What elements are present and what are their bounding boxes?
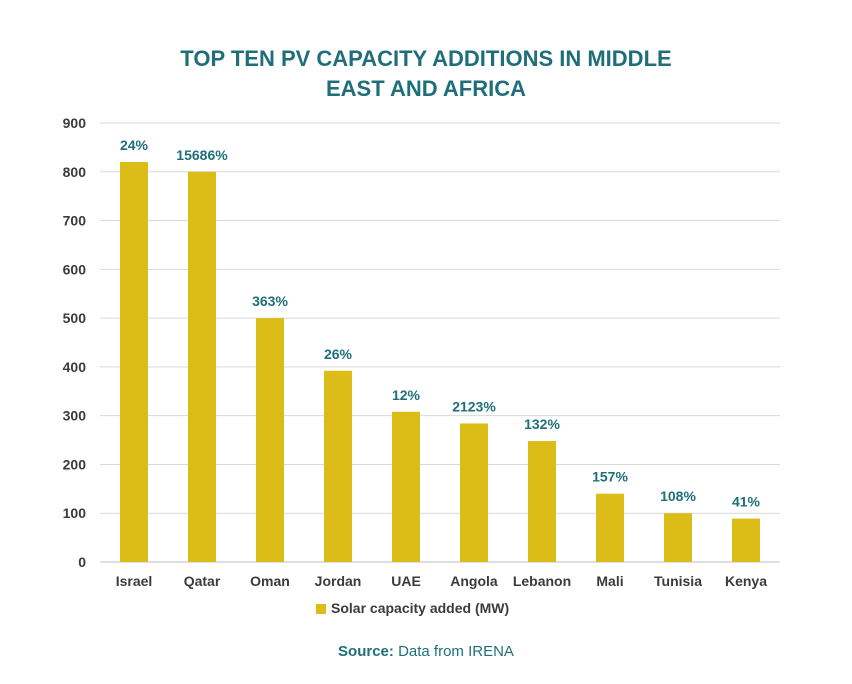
chart-title-line2: EAST AND AFRICA [325, 76, 527, 101]
bar [528, 441, 556, 562]
bar [256, 318, 284, 562]
y-tick-label: 300 [63, 408, 87, 424]
x-tick-label: Kenya [725, 573, 767, 589]
x-tick-label: Mali [596, 573, 623, 589]
data-labels: 24% 15686% 363% 26% 12% 2123% 132% 157% 108% 41% [120, 137, 761, 510]
bar [460, 423, 488, 562]
bar [188, 171, 216, 562]
legend: Solar capacity added (MW) [316, 600, 509, 616]
x-tick-label: UAE [391, 573, 421, 589]
y-tick-label: 800 [63, 164, 87, 180]
y-tick-label: 200 [63, 456, 87, 472]
x-tick-label: Oman [250, 573, 290, 589]
data-label: 108% [660, 488, 696, 504]
data-label: 41% [732, 494, 761, 510]
bar [664, 513, 692, 562]
bar [732, 518, 760, 562]
y-tick-label: 600 [63, 261, 87, 277]
bar [596, 493, 624, 562]
data-label: 157% [592, 469, 628, 485]
y-tick-label: 500 [63, 310, 87, 326]
y-tick-label: 100 [63, 505, 87, 521]
x-tick-label: Qatar [184, 573, 221, 589]
x-tick-label: Jordan [315, 573, 362, 589]
chart-title-line1: TOP TEN PV CAPACITY ADDITIONS IN MIDDLE [180, 46, 672, 71]
y-tick-label: 400 [63, 359, 87, 375]
bar-chart: 0 100 200 300 400 500 600 700 800 900 24% 15686% 36… [63, 115, 780, 616]
bars [120, 162, 760, 562]
data-label: 2123% [452, 398, 496, 414]
x-tick-label: Angola [450, 573, 498, 589]
y-axis-tick-labels: 0 100 200 300 400 500 600 700 800 900 [63, 115, 87, 570]
bar [392, 411, 420, 562]
source-text: Data from IRENA [393, 643, 514, 660]
x-tick-label: Tunisia [654, 573, 702, 589]
data-label: 24% [120, 137, 149, 153]
data-label: 132% [524, 416, 560, 432]
data-label: 26% [324, 346, 353, 362]
chart-title: TOP TEN PV CAPACITY ADDITIONS IN MIDDLE … [0, 44, 852, 104]
bar [120, 162, 148, 562]
legend-swatch [316, 604, 326, 614]
data-label: 363% [252, 293, 288, 309]
source-label: Source: [338, 643, 394, 660]
x-tick-label: Israel [116, 573, 153, 589]
y-tick-label: 0 [78, 554, 86, 570]
y-tick-label: 900 [63, 115, 87, 131]
source-note: Source: Data from IRENA [0, 643, 852, 660]
x-axis-tick-labels: Israel Qatar Oman Jordan UAE Angola Lebanon Mal… [116, 573, 768, 589]
data-label: 12% [392, 387, 421, 403]
y-tick-label: 700 [63, 213, 87, 229]
legend-label: Solar capacity added (MW) [331, 600, 509, 616]
data-label: 15686% [176, 147, 228, 163]
bar [324, 370, 352, 562]
x-tick-label: Lebanon [513, 573, 571, 589]
